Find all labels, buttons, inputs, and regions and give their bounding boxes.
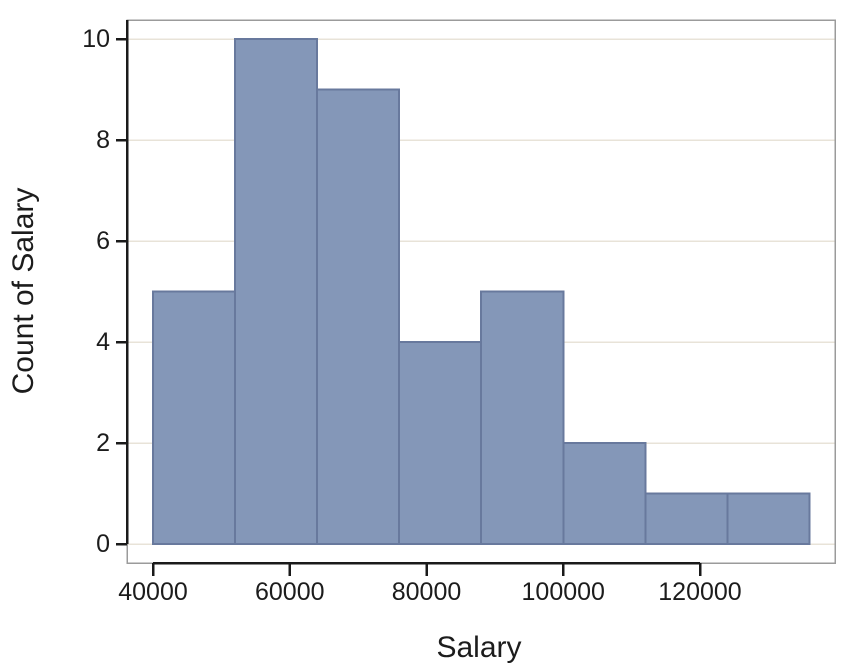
- histogram-bar: [562, 442, 647, 545]
- histogram-bar: [398, 341, 483, 545]
- y-tick-label: 4: [96, 328, 110, 356]
- histogram-bar: [644, 492, 729, 545]
- x-tick-label: 120000: [658, 578, 742, 606]
- histogram-bar: [234, 38, 319, 545]
- x-tick-label: 80000: [391, 578, 462, 606]
- histogram-bar: [316, 88, 401, 545]
- y-tick-label: 0: [96, 530, 110, 558]
- y-tick-label: 8: [96, 126, 110, 154]
- histogram-bar: [480, 290, 565, 545]
- histogram-bar: [726, 492, 811, 545]
- x-tick-label: 40000: [118, 578, 188, 606]
- y-tick-label: 2: [96, 429, 110, 457]
- y-axis-title: Count of Salary: [7, 187, 40, 395]
- x-axis-title: Salary: [436, 631, 522, 664]
- y-tick-label: 10: [82, 25, 110, 53]
- x-tick-label: 100000: [521, 578, 605, 606]
- x-tick-label: 60000: [254, 578, 325, 606]
- y-tick-label: 6: [96, 227, 110, 255]
- histogram-bar: [152, 290, 237, 545]
